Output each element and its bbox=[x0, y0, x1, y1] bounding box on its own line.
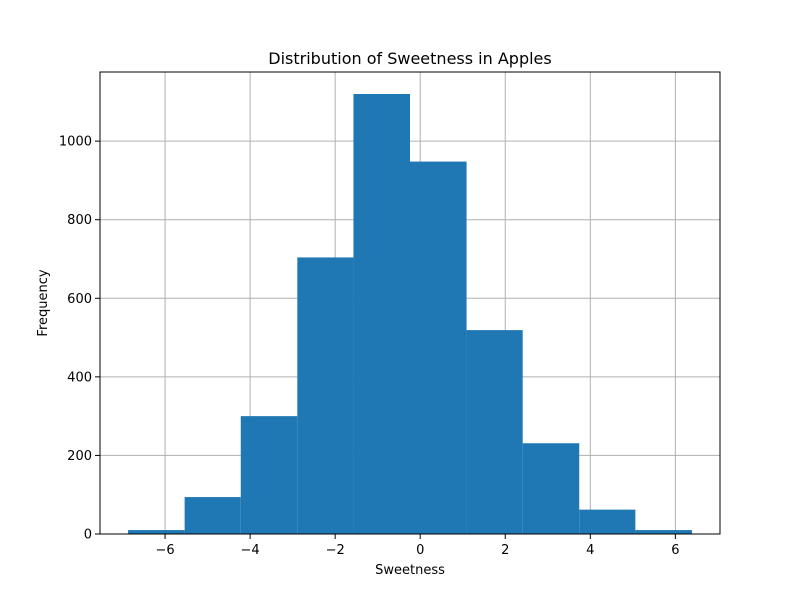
x-tick-label: 0 bbox=[416, 543, 424, 558]
y-tick-label: 200 bbox=[67, 449, 92, 464]
histogram-bar bbox=[128, 530, 185, 534]
chart-title: Distribution of Sweetness in Apples bbox=[268, 49, 551, 68]
histogram-bar bbox=[240, 416, 298, 534]
y-tick-label: 400 bbox=[67, 370, 92, 385]
histogram-bar bbox=[410, 161, 467, 535]
x-tick-label: −2 bbox=[326, 543, 345, 558]
plot-frame bbox=[99, 71, 721, 535]
y-tick-label: 0 bbox=[84, 528, 92, 543]
y-tick-label: 1000 bbox=[59, 135, 92, 150]
y-tick-label: 800 bbox=[67, 213, 92, 228]
histogram-bar bbox=[184, 497, 241, 534]
y-axis-ticks: 0 200 400 600 800 1000 bbox=[59, 135, 100, 543]
histogram-bar bbox=[522, 443, 580, 534]
histogram-bar bbox=[579, 509, 636, 534]
x-axis-label: Sweetness bbox=[375, 563, 445, 578]
y-axis-label: Frequency bbox=[36, 269, 51, 336]
histogram-bar bbox=[635, 530, 692, 534]
x-tick-label: −6 bbox=[155, 543, 174, 558]
histogram-bar bbox=[353, 94, 410, 534]
x-axis-ticks: −6 −4 −2 0 2 4 6 bbox=[155, 534, 679, 558]
histogram-bar bbox=[466, 330, 523, 534]
bars bbox=[128, 94, 692, 535]
x-tick-label: 2 bbox=[501, 543, 509, 558]
x-tick-label: 6 bbox=[671, 543, 679, 558]
y-tick-label: 600 bbox=[67, 292, 92, 307]
x-tick-label: −4 bbox=[241, 543, 260, 558]
x-tick-label: 4 bbox=[586, 543, 594, 558]
histogram-bar bbox=[297, 257, 354, 534]
